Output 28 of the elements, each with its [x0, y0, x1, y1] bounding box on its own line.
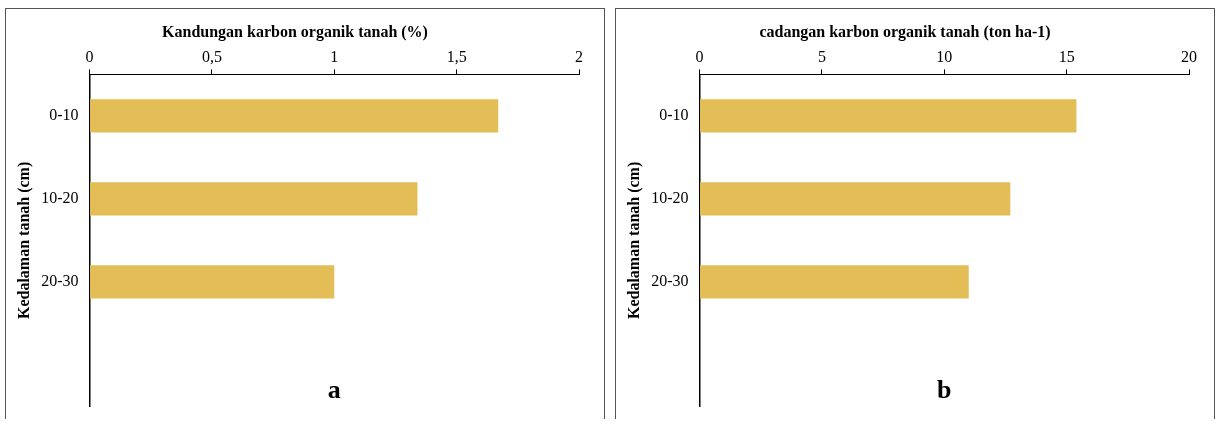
x-tick-label: 1 [330, 48, 339, 65]
chart-title: Kandungan karbon organik tanah (%) [162, 22, 428, 41]
chart-title: cadangan karbon organik tanah (ton ha-1) [759, 22, 1051, 41]
y-tick-label: 0-10 [659, 106, 689, 124]
x-tick-label: 2 [575, 48, 583, 65]
bar [90, 265, 335, 299]
bar [90, 182, 418, 216]
x-tick-label: 10 [936, 48, 953, 65]
x-tick-label: 20 [1181, 48, 1197, 65]
x-tick-label: 15 [1058, 48, 1075, 65]
y-axis-title: Kedalaman tanah (cm) [14, 161, 33, 320]
bar [90, 99, 499, 133]
y-tick-label: 10-20 [41, 189, 79, 207]
bar [700, 182, 1011, 216]
y-tick-label: 20-30 [41, 272, 79, 290]
annotation: b [937, 375, 952, 405]
bar [700, 99, 1077, 133]
bar [700, 265, 969, 299]
y-tick-label: 10-20 [651, 189, 689, 207]
y-axis-title: Kedalaman tanah (cm) [624, 161, 643, 320]
x-tick-label: 5 [817, 48, 826, 65]
y-tick-label: 20-30 [651, 272, 689, 290]
x-tick-label: 0 [695, 48, 704, 65]
x-tick-label: 1,5 [446, 48, 467, 65]
x-tick-label: 0,5 [201, 48, 222, 65]
y-tick-label: 0-10 [49, 106, 79, 124]
x-tick-label: 0 [85, 48, 94, 65]
annotation: a [327, 375, 341, 405]
